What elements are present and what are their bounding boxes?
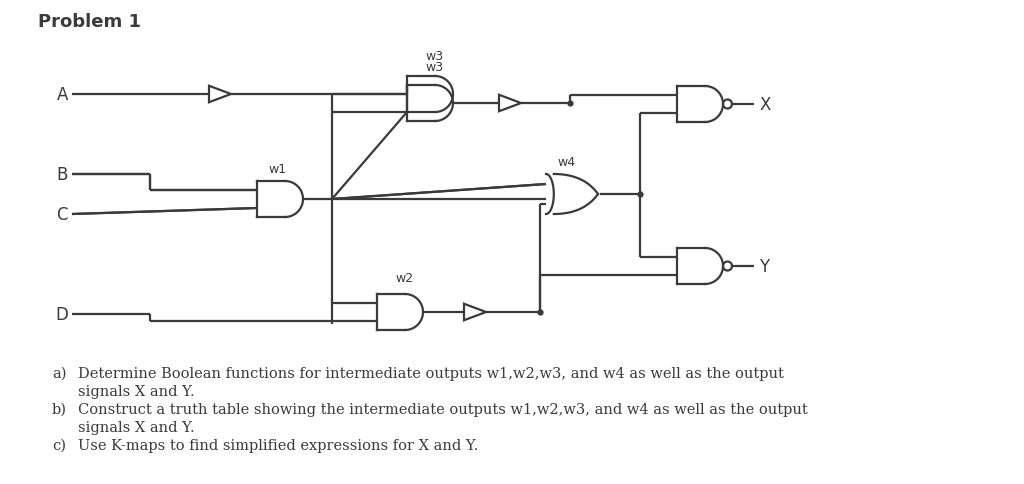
Text: Y: Y — [759, 257, 769, 275]
Text: w1: w1 — [269, 163, 287, 176]
Text: D: D — [55, 305, 68, 323]
Text: w4: w4 — [558, 156, 577, 168]
Text: Construct a truth table showing the intermediate outputs w1,w2,w3, and w4 as wel: Construct a truth table showing the inte… — [78, 402, 808, 416]
Text: A: A — [56, 86, 68, 104]
Text: b): b) — [52, 402, 67, 416]
Text: signals X and Y.: signals X and Y. — [78, 384, 195, 398]
Text: w2: w2 — [396, 272, 414, 285]
Text: Determine Boolean functions for intermediate outputs w1,w2,w3, and w4 as well as: Determine Boolean functions for intermed… — [78, 366, 784, 380]
Text: w3: w3 — [426, 61, 444, 74]
Text: a): a) — [52, 366, 67, 380]
Text: Use K-maps to find simplified expressions for X and Y.: Use K-maps to find simplified expression… — [78, 438, 478, 452]
Text: C: C — [56, 206, 68, 224]
Text: B: B — [56, 166, 68, 183]
Text: X: X — [759, 96, 770, 114]
Text: c): c) — [52, 438, 66, 452]
Text: w3: w3 — [426, 50, 444, 63]
Text: signals X and Y.: signals X and Y. — [78, 420, 195, 434]
Text: Problem 1: Problem 1 — [38, 13, 141, 31]
